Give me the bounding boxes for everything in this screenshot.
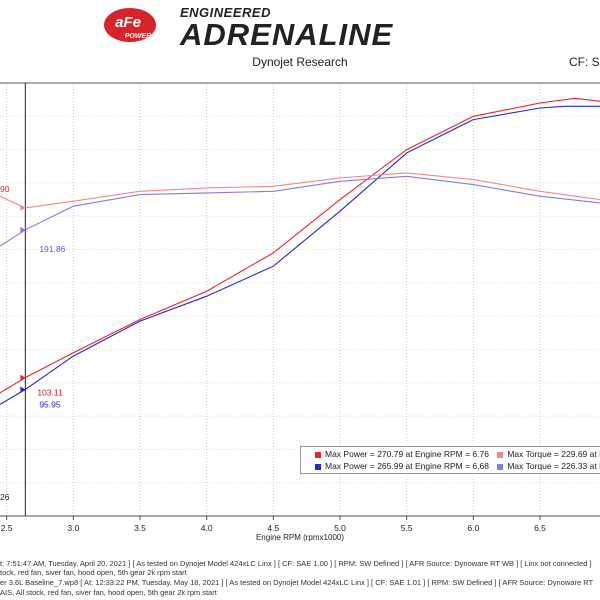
x-tick-label: 2.5 [1, 523, 13, 533]
cursor-label-red-torque: 90 [0, 184, 10, 194]
x-tick-label: 5.0 [334, 523, 346, 533]
afe-badge-icon [104, 8, 156, 42]
brand-top-text: ENGINEERED [180, 5, 271, 20]
cursor-label-blue-torque: 191.86 [39, 244, 65, 254]
x-tick-label: 3.0 [67, 523, 79, 533]
x-tick-label: 4.0 [201, 523, 213, 533]
legend-row-1: Max Power = 270.79 at Engine RPM = 6.76 … [301, 448, 600, 460]
footer-run-1-line-1: t: 7:51:47 AM, Tuesday, April 20, 2021 ]… [0, 559, 592, 568]
legend-swatch-red-torque [497, 451, 504, 458]
cursor-markers [20, 204, 26, 393]
brand-badge-text: aFe [115, 14, 141, 31]
series-line-blue-power [0, 105, 600, 405]
brand-main-text: ADRENALINE [179, 17, 394, 48]
x-tick-labels: 2.5 3.0 3.5 4.0 4.5 5.0 5.5 6.0 6.5 [1, 516, 546, 533]
footer-run-1-line-2: tock, red fan, siver fan, hood open, 5th… [0, 568, 187, 577]
cursor-label-blue-power: 95.95 [39, 400, 61, 410]
footer-run-2-line-2: AIS, All stock, red fan, siver fan, hood… [0, 588, 217, 597]
series-line-blue-torque [0, 175, 600, 247]
series-line-red-power [0, 97, 600, 394]
legend-swatch-blue-torque [497, 463, 504, 470]
chart-source-text: Dynojet Research [252, 55, 348, 69]
x-tick-label: 5.5 [401, 523, 413, 533]
x-tick-label: 4.5 [267, 523, 279, 533]
cursor-label-red-power: 103.11 [37, 388, 63, 398]
cursor-marker-red-power [20, 374, 26, 381]
cursor-label-bottom: 26 [0, 492, 10, 502]
chart-legend: Max Power = 270.79 at Engine RPM = 6.76 … [300, 446, 600, 474]
brand-badge-sub: POWER [125, 33, 151, 40]
x-tick-label: 3.5 [134, 523, 146, 533]
chart-source-label: Dynojet Research [0, 55, 600, 69]
legend-red-power: Max Power = 270.79 at Engine RPM = 6.76 [325, 449, 489, 459]
legend-blue-torque: Max Torque = 226.33 at En [507, 461, 600, 471]
series-lines [0, 97, 600, 405]
series-line-red-torque [0, 172, 600, 209]
x-tick-label: 6.5 [534, 523, 546, 533]
legend-blue-power: Max Power = 265.99 at Engine RPM = 6.68 [325, 461, 489, 471]
legend-swatch-red-power [315, 451, 321, 458]
legend-red-torque: Max Torque = 229.69 at En [507, 449, 600, 459]
legend-row-2: Max Power = 265.99 at Engine RPM = 6.68 … [301, 460, 600, 472]
cursor-marker-blue-power [20, 386, 26, 393]
legend-swatch-blue-power [315, 463, 321, 470]
cursor-marker-red-torque [20, 204, 26, 211]
x-axis-label: Engine RPM (rpmx1000) [256, 533, 344, 542]
cursor-marker-blue-torque [20, 226, 26, 233]
x-tick-label: 6.0 [467, 523, 479, 533]
footer-run-2-line-1: er 3.6L Baseline_7.wp8 [ At: 12:33:22 PM… [0, 578, 594, 587]
brand-logo: aFe POWER ENGINEERED ADRENALINE [104, 5, 394, 48]
correction-factor-label: CF: SA [569, 55, 600, 69]
